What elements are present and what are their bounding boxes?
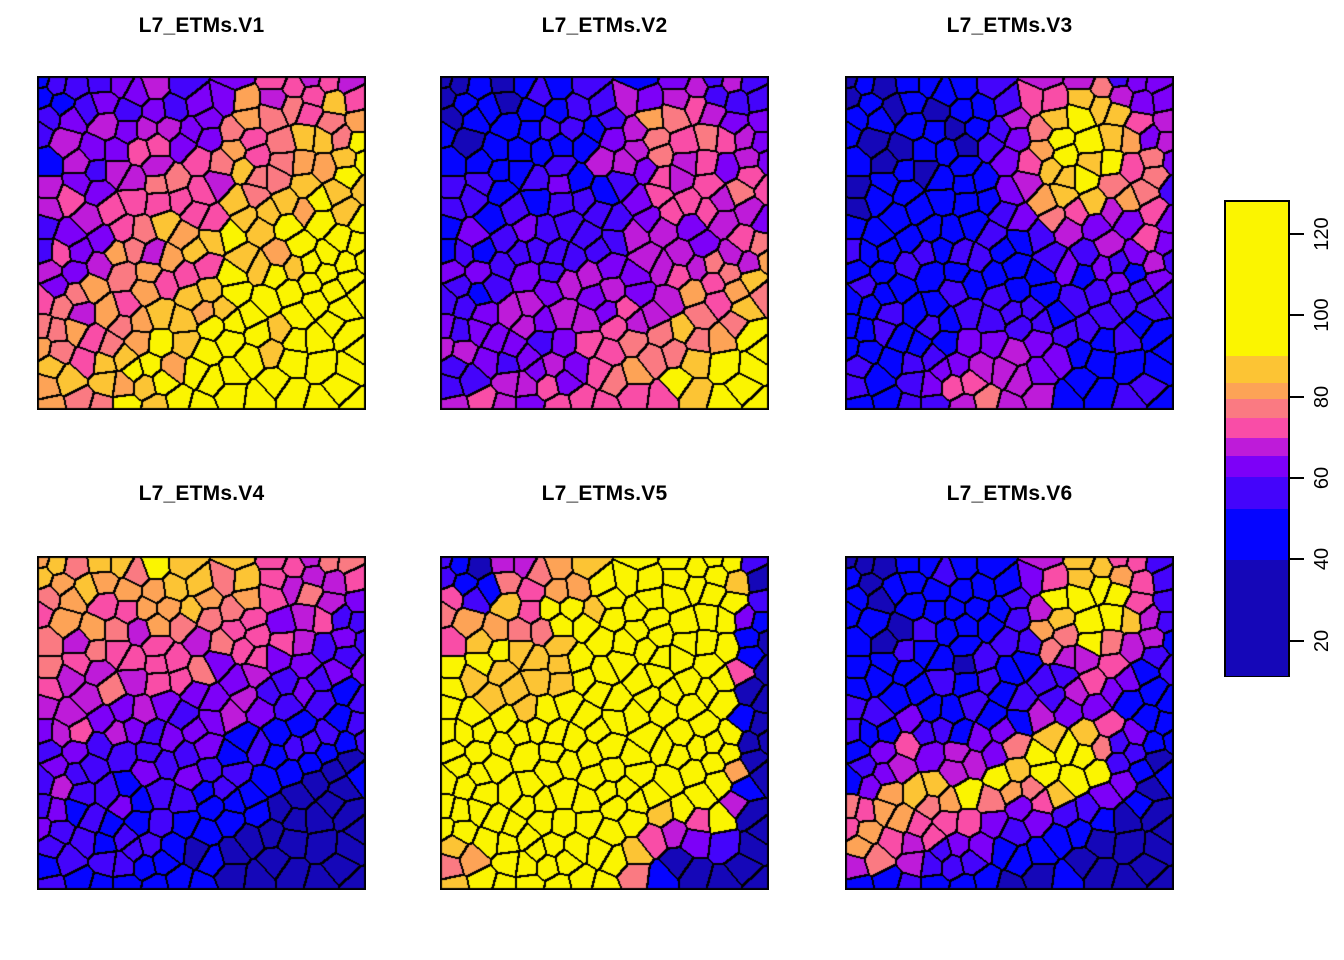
legend-tick-label: 100 <box>1311 298 1333 332</box>
legend-color-segment <box>1226 416 1288 438</box>
legend-color-segment <box>1226 437 1288 457</box>
voronoi-panel-v4 <box>37 556 366 890</box>
voronoi-panel-v1 <box>37 76 366 410</box>
voronoi-panel-v5 <box>440 556 769 890</box>
legend-color-segment <box>1226 559 1288 676</box>
legend-tick <box>1290 395 1304 398</box>
legend-tick-label: 80 <box>1311 385 1333 408</box>
panel-title-v2: L7_ETMs.V2 <box>541 14 668 37</box>
voronoi-panel-v6 <box>845 556 1174 890</box>
legend-color-segment <box>1226 202 1288 357</box>
legend-color-segment <box>1226 398 1288 418</box>
legend-tick <box>1290 232 1304 235</box>
panel-title-v6: L7_ETMs.V6 <box>946 482 1073 505</box>
legend-color-segment <box>1226 355 1288 383</box>
voronoi-panel-v2 <box>440 76 769 410</box>
legend-tick <box>1290 476 1304 479</box>
voronoi-panel-v3 <box>845 76 1174 410</box>
legend-tick <box>1290 558 1304 561</box>
color-key-bar <box>1224 200 1290 677</box>
legend-tick-label: 60 <box>1311 466 1333 490</box>
legend-tick-label: 20 <box>1311 629 1333 652</box>
panel-title-v3: L7_ETMs.V3 <box>946 14 1073 37</box>
legend-color-segment <box>1226 475 1288 510</box>
legend-color-segment <box>1226 455 1288 477</box>
legend-tick-label: 40 <box>1311 548 1333 571</box>
legend-color-segment <box>1226 508 1288 560</box>
panel-title-v1: L7_ETMs.V1 <box>138 14 265 37</box>
legend-tick-label: 120 <box>1311 217 1333 251</box>
panel-title-v4: L7_ETMs.V4 <box>138 482 265 505</box>
panel-title-v5: L7_ETMs.V5 <box>541 482 668 505</box>
legend-tick <box>1290 639 1304 642</box>
legend-color-segment <box>1226 382 1288 400</box>
legend-tick <box>1290 314 1304 317</box>
